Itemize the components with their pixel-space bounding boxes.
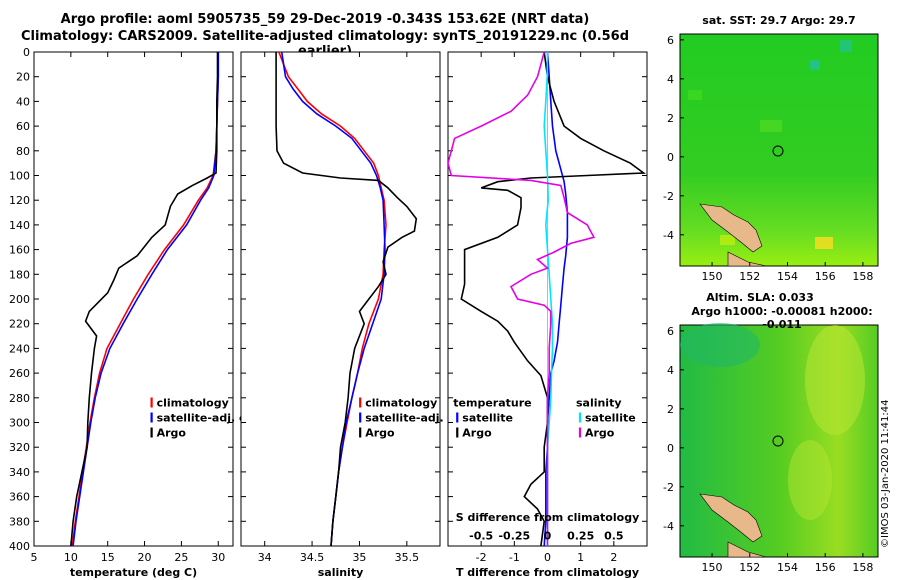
title-line-1: Argo profile: aoml 5905735_59 29-Dec-201…	[60, 12, 590, 27]
y-tick-label: 180	[9, 268, 30, 281]
map-lat-label: 6	[667, 325, 674, 338]
y-tick-label: 160	[9, 244, 30, 257]
x-tick-label: 0	[544, 551, 551, 564]
x-tick-label: 2	[610, 551, 617, 564]
y-tick-label: 0	[23, 46, 30, 59]
series-line-argo	[70, 52, 219, 546]
legend-label: Argo	[585, 427, 615, 440]
x-tick-label: -1	[509, 551, 520, 564]
salinity-panel: 34 34.5 35 35.5salinityclimatologysatellite…	[240, 51, 477, 579]
map-lon-label: 156	[815, 561, 836, 574]
map-lat-label: -4	[663, 229, 674, 242]
legend-label: Argo	[157, 427, 187, 440]
map-lat-label: 2	[667, 403, 674, 416]
map-lon-label: 150	[702, 270, 723, 283]
legend-label: Argo	[365, 427, 395, 440]
imos-credit: ©IMOS 03-Jan-2020 11:41:44	[880, 399, 891, 548]
map-lon-label: 158	[852, 270, 873, 283]
map-lat-label: 6	[667, 34, 674, 47]
sst-map-title: sat. SST: 29.7 Argo: 29.7	[702, 14, 856, 27]
series-line-satellite-adj-clim-	[280, 52, 386, 546]
top-tick-label: 0.25	[567, 530, 594, 543]
salinity-difference-label: S difference from climatology	[456, 511, 640, 524]
y-tick-label: 240	[9, 342, 30, 355]
map-lon-label: 156	[815, 270, 836, 283]
y-tick-label: 360	[9, 491, 30, 504]
sla-map-axes: 150 152 154 156 158 6 4 2 0 -2 -4	[663, 325, 873, 574]
y-tick-label: 40	[16, 95, 30, 108]
temperature-panel: 5 10 15 20 25 3002040608010012014016018020022…	[9, 46, 269, 579]
y-tick-label: 80	[16, 145, 30, 158]
map-lon-label: 150	[702, 561, 723, 574]
map-lon-label: 154	[777, 561, 798, 574]
y-tick-label: 60	[16, 120, 30, 133]
argo-location-marker	[772, 145, 784, 157]
x-tick-label: 35.5	[395, 551, 420, 564]
temperature-xlabel: temperature (deg C)	[70, 566, 197, 579]
map-lat-label: 0	[667, 151, 674, 164]
y-tick-label: 120	[9, 194, 30, 207]
series-line-t-argo	[460, 52, 646, 546]
top-tick-label: -0.25	[498, 530, 530, 543]
y-tick-label: 340	[9, 466, 30, 479]
x-tick-label: 15	[101, 551, 115, 564]
x-tick-label: 5	[31, 551, 38, 564]
map-lon-label: 152	[739, 561, 760, 574]
series-line-argo	[275, 52, 418, 546]
x-tick-label: 30	[211, 551, 225, 564]
sst-map	[679, 33, 879, 267]
x-tick-label: 34.5	[300, 551, 325, 564]
x-tick-label: -2	[476, 551, 487, 564]
map-lon-label: 154	[777, 270, 798, 283]
map-lon-label: 158	[852, 561, 873, 574]
legend-label: salinity	[576, 397, 622, 410]
x-tick-label: 34	[258, 551, 272, 564]
y-tick-label: 140	[9, 219, 30, 232]
x-tick-label: 35	[352, 551, 366, 564]
map-lat-label: 0	[667, 442, 674, 455]
difference-xlabel: T difference from climatology	[456, 566, 639, 579]
y-tick-label: 220	[9, 318, 30, 331]
y-tick-label: 20	[16, 71, 30, 84]
y-tick-label: 320	[9, 441, 30, 454]
land-new-guinea-shape	[699, 203, 763, 253]
sst-map-axes: 150 152 154 156 158 6 4 2 0 -2 -4	[663, 34, 873, 283]
y-tick-label: 280	[9, 392, 30, 405]
map-lat-label: 2	[667, 112, 674, 125]
x-tick-label: 10	[64, 551, 78, 564]
map-lat-label: 4	[667, 73, 674, 86]
difference-panel: -2 -1 0 1 2 T difference from climatology temp…	[447, 51, 648, 579]
top-tick-label: 0.5	[604, 530, 624, 543]
legend-label: satellite	[462, 412, 513, 425]
map-lat-label: -4	[663, 520, 674, 533]
sla-map	[679, 323, 879, 558]
salinity-xlabel: salinity	[318, 566, 364, 579]
x-tick-label: 1	[577, 551, 584, 564]
legend-label: climatology	[157, 397, 229, 410]
y-tick-label: 300	[9, 417, 30, 430]
map-lat-label: -2	[663, 481, 674, 494]
sla-map-title-2: Argo h1000: -0.00081 h2000: -0.011	[691, 305, 873, 331]
y-tick-label: 380	[9, 515, 30, 528]
legend-label: Argo	[462, 427, 492, 440]
y-tick-label: 100	[9, 170, 30, 183]
series-line-s-argo	[448, 52, 596, 546]
map-lon-label: 152	[739, 270, 760, 283]
map-lat-label: 4	[667, 364, 674, 377]
top-tick-label: -0.5	[469, 530, 493, 543]
y-tick-label: 400	[9, 540, 30, 553]
y-tick-label: 200	[9, 293, 30, 306]
y-tick-label: 260	[9, 367, 30, 380]
x-tick-label: 20	[138, 551, 152, 564]
legend-label: temperature	[453, 397, 531, 410]
map-lat-label: -2	[663, 190, 674, 203]
top-tick-label: 0	[544, 530, 552, 543]
legend-label: climatology	[365, 397, 437, 410]
x-tick-label: 25	[174, 551, 188, 564]
sla-map-title-1: Altim. SLA: 0.033	[706, 291, 814, 304]
legend-label: satellite	[585, 412, 636, 425]
